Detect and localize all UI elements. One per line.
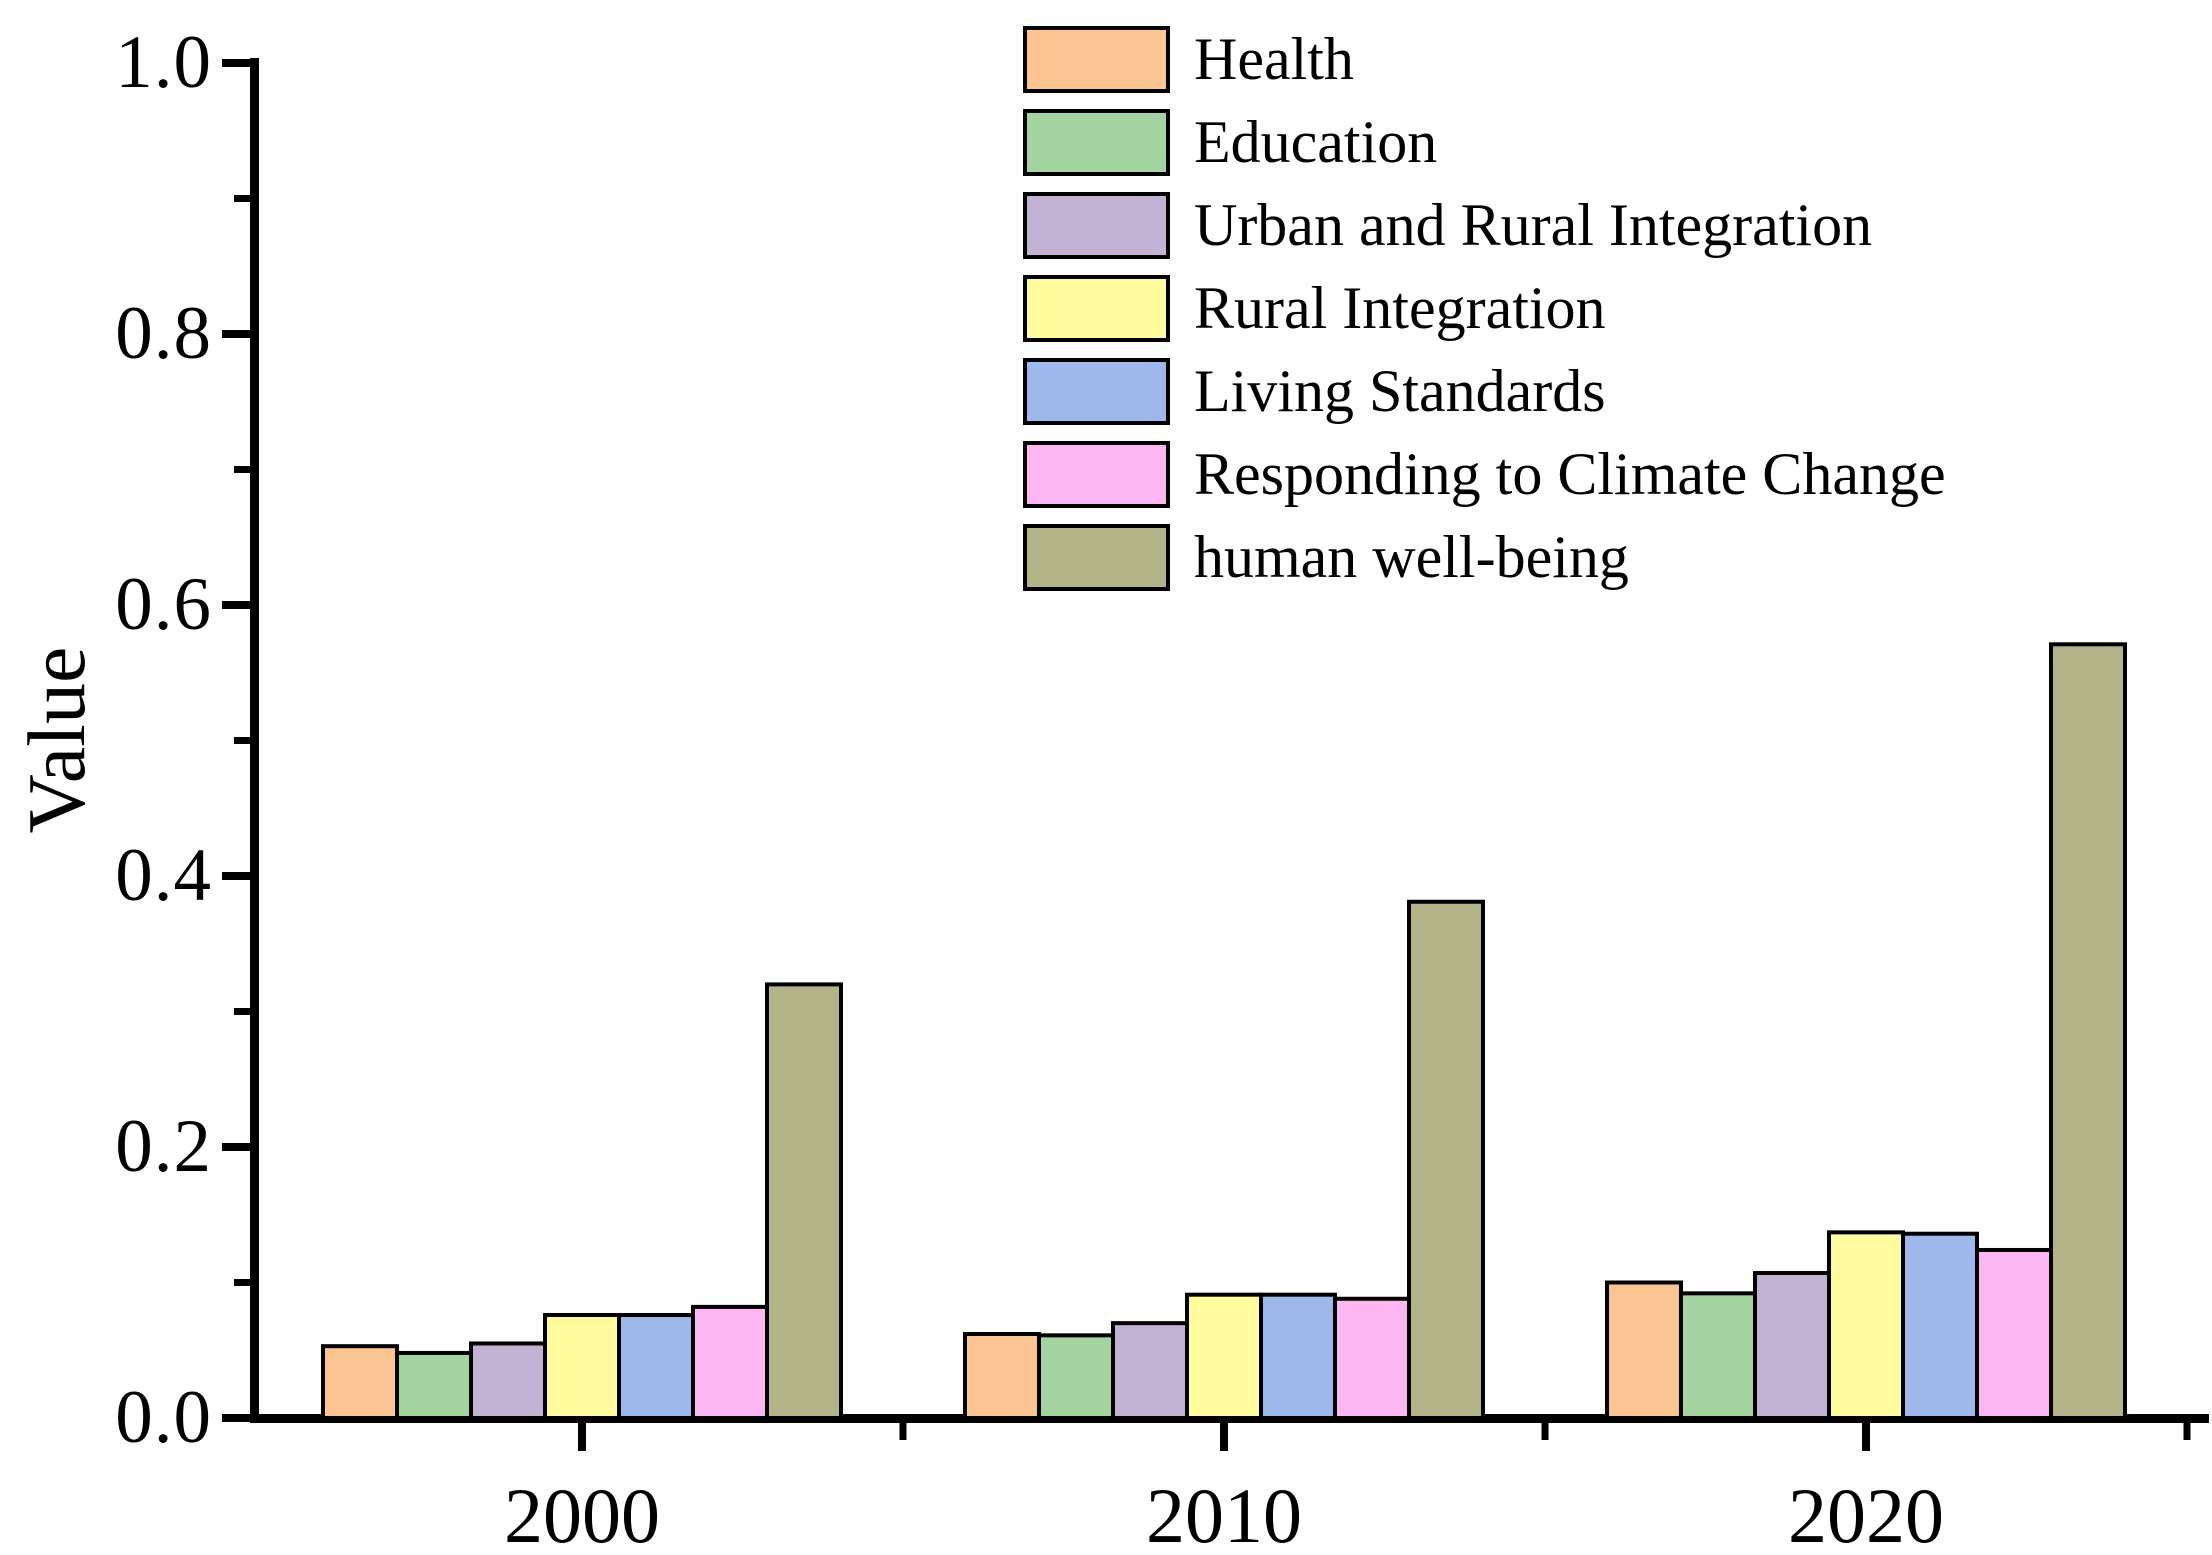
bar-living-standards-2020 [1901,1231,1979,1420]
legend-label: Health [1194,26,1354,92]
y-tick-label: 1.0 [115,21,212,104]
legend-item: human well-being [1023,524,1629,591]
y-tick-label: 0.8 [115,292,212,375]
bar-urban-and-rural-integration-2000 [469,1341,547,1420]
bar-rural-integration-2000 [543,1313,621,1421]
bar-health-2010 [963,1331,1041,1420]
y-axis-title: Value [11,646,102,834]
bar-human-well-being-2000 [765,982,843,1421]
y-major-tick [222,1414,250,1422]
x-tick-label: 2010 [1146,1472,1302,1555]
bar-responding-to-climate-change-2020 [1975,1247,2053,1420]
y-tick-label: 0.6 [115,563,212,646]
y-minor-tick [234,195,250,202]
y-major-tick [222,330,250,338]
x-minor-tick [2183,1423,2191,1440]
bar-human-well-being-2020 [2049,642,2127,1420]
y-minor-tick [234,466,250,473]
y-axis-line [250,58,259,1423]
bar-urban-and-rural-integration-2010 [1111,1321,1189,1421]
x-tick-label: 2000 [504,1472,660,1555]
bar-rural-integration-2010 [1185,1292,1263,1420]
legend-swatch [1023,192,1170,259]
legend-swatch [1023,26,1170,93]
bar-human-well-being-2010 [1407,899,1485,1420]
legend-item: Health [1023,26,1354,93]
y-tick-label: 0.2 [115,1105,212,1188]
legend-swatch [1023,109,1170,176]
x-major-tick [1220,1423,1228,1451]
y-minor-tick [234,1008,250,1015]
bar-education-2010 [1037,1333,1115,1420]
legend-label: Rural Integration [1194,275,1606,341]
legend-swatch [1023,524,1170,591]
x-minor-tick [899,1423,907,1440]
legend-item: Rural Integration [1023,275,1606,342]
legend-swatch [1023,358,1170,425]
y-major-tick [222,601,250,609]
y-tick-label: 0.0 [115,1376,212,1459]
bar-urban-and-rural-integration-2020 [1753,1271,1831,1421]
y-minor-tick [234,1279,250,1286]
y-major-tick [222,872,250,880]
bar-health-2000 [321,1344,399,1421]
bar-health-2020 [1605,1280,1683,1420]
y-major-tick [222,1143,250,1151]
bar-rural-integration-2020 [1827,1230,1905,1420]
bar-living-standards-2010 [1259,1292,1337,1420]
bar-responding-to-climate-change-2010 [1333,1296,1411,1421]
y-major-tick [222,59,250,67]
bar-education-2020 [1679,1291,1757,1420]
legend-item: Education [1023,109,1437,176]
legend-item: Responding to Climate Change [1023,441,1946,508]
bar-education-2000 [395,1350,473,1420]
x-major-tick [578,1423,586,1451]
legend-item: Living Standards [1023,358,1606,425]
x-tick-label: 2020 [1788,1472,1944,1555]
legend-swatch [1023,275,1170,342]
y-minor-tick [234,737,250,744]
legend-label: Living Standards [1194,358,1606,424]
legend-label: Education [1194,109,1438,175]
x-major-tick [1862,1423,1870,1451]
legend-item: Urban and Rural Integration [1023,192,1872,259]
bar-responding-to-climate-change-2000 [691,1304,769,1421]
y-tick-label: 0.4 [115,834,212,917]
legend-swatch [1023,441,1170,508]
bar-living-standards-2000 [617,1313,695,1421]
legend-label: Responding to Climate Change [1194,441,1946,507]
legend-label: human well-being [1194,524,1629,590]
x-minor-tick [1541,1423,1549,1440]
legend-label: Urban and Rural Integration [1194,192,1873,258]
